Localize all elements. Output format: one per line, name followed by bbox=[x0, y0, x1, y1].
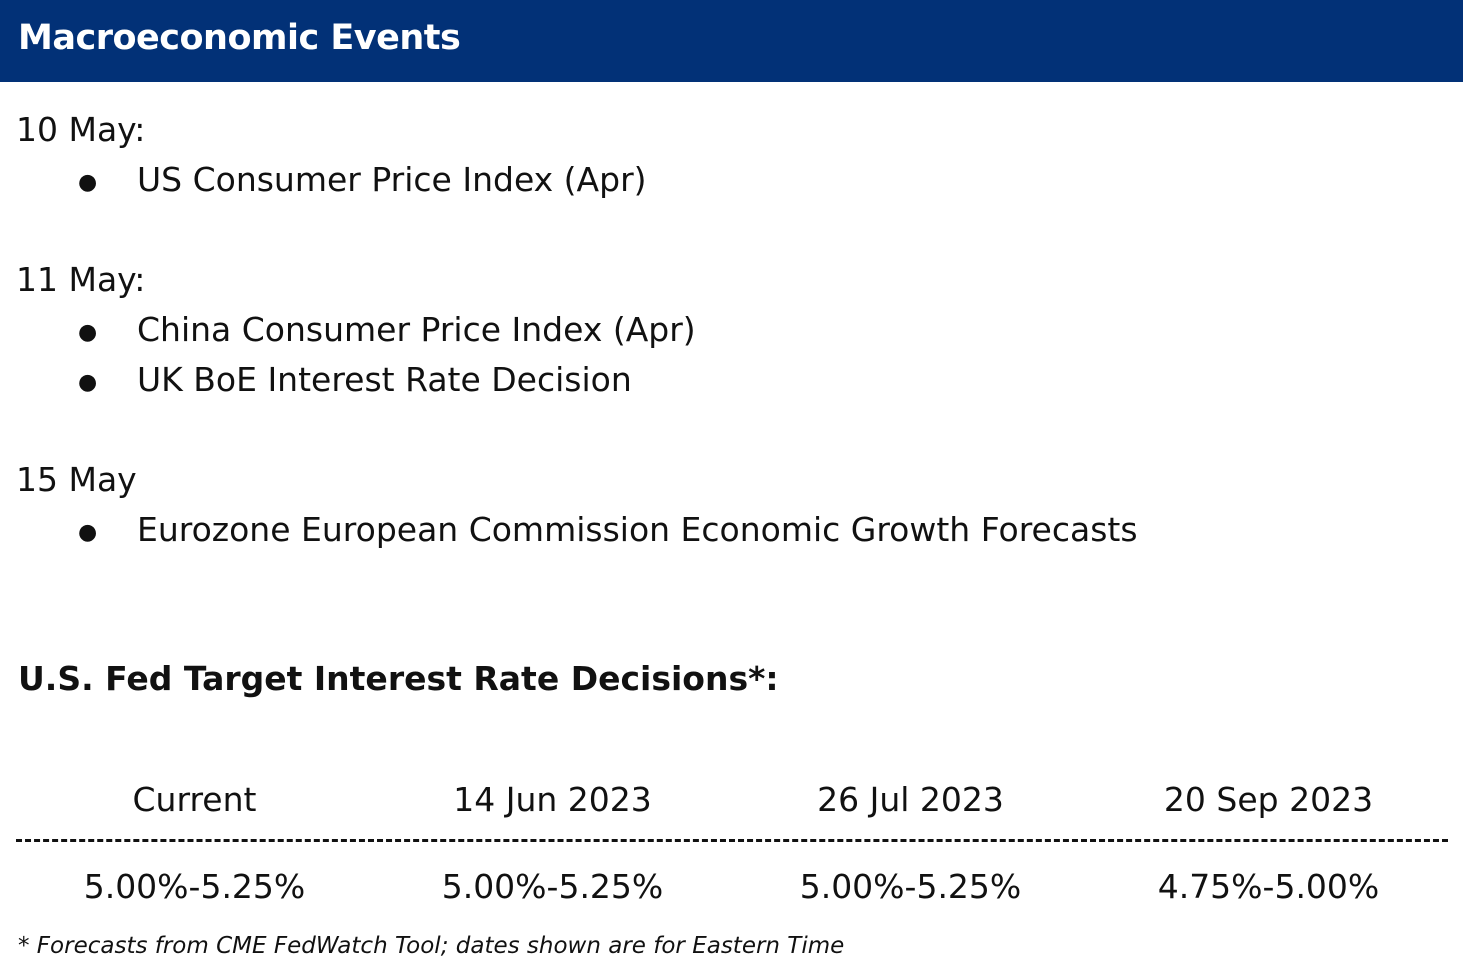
fed-rate-value: 5.00%-5.25% bbox=[83, 867, 306, 906]
fed-column-date: 20 Sep 2023 bbox=[1163, 780, 1374, 819]
event-item: Eurozone European Commission Economic Gr… bbox=[137, 510, 1138, 549]
event-date-label: 11 May: bbox=[16, 260, 146, 299]
event-date-label: 15 May bbox=[16, 460, 137, 499]
fed-column-date: 14 Jun 2023 bbox=[453, 780, 652, 819]
bullet-icon: ● bbox=[78, 170, 98, 195]
event-item: China Consumer Price Index (Apr) bbox=[137, 310, 696, 349]
fed-section-heading: U.S. Fed Target Interest Rate Decisions*… bbox=[18, 659, 779, 698]
fed-column-date: Current bbox=[132, 780, 257, 819]
fed-column-date: 26 Jul 2023 bbox=[817, 780, 1004, 819]
fed-rate-value: 4.75%-5.00% bbox=[1157, 867, 1380, 906]
event-item: US Consumer Price Index (Apr) bbox=[137, 160, 647, 199]
bullet-icon: ● bbox=[78, 320, 98, 345]
page-title: Macroeconomic Events bbox=[18, 18, 461, 58]
fed-rate-value: 5.00%-5.25% bbox=[441, 867, 664, 906]
header-bar: Macroeconomic Events bbox=[0, 0, 1463, 82]
event-item: UK BoE Interest Rate Decision bbox=[137, 360, 632, 399]
footnote: * Forecasts from CME FedWatch Tool; date… bbox=[18, 933, 845, 959]
dashed-divider bbox=[16, 839, 1448, 842]
bullet-icon: ● bbox=[78, 520, 98, 545]
bullet-icon: ● bbox=[78, 370, 98, 395]
fed-rate-value: 5.00%-5.25% bbox=[799, 867, 1022, 906]
event-date-label: 10 May: bbox=[16, 110, 146, 149]
